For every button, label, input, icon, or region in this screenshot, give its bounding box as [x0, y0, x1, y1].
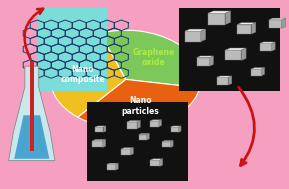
- Polygon shape: [150, 160, 160, 166]
- Polygon shape: [131, 148, 134, 155]
- Polygon shape: [241, 48, 246, 60]
- Polygon shape: [197, 58, 210, 66]
- Polygon shape: [147, 133, 149, 140]
- Polygon shape: [162, 141, 173, 142]
- Polygon shape: [127, 122, 137, 129]
- Polygon shape: [95, 126, 106, 127]
- Polygon shape: [159, 120, 162, 127]
- Polygon shape: [272, 42, 275, 51]
- Polygon shape: [197, 56, 213, 58]
- Bar: [179, 8, 280, 91]
- Polygon shape: [262, 68, 264, 76]
- Polygon shape: [150, 159, 163, 160]
- Polygon shape: [251, 68, 264, 69]
- Text: Nano
composite: Nano composite: [60, 65, 105, 84]
- Polygon shape: [210, 56, 213, 66]
- Polygon shape: [171, 126, 181, 127]
- Polygon shape: [137, 121, 140, 129]
- Wedge shape: [78, 79, 200, 129]
- Polygon shape: [139, 135, 147, 140]
- Polygon shape: [95, 127, 103, 132]
- Bar: [38, 8, 107, 91]
- Polygon shape: [162, 142, 171, 147]
- Polygon shape: [208, 11, 231, 13]
- Polygon shape: [103, 126, 106, 132]
- Wedge shape: [100, 30, 201, 88]
- Polygon shape: [217, 76, 232, 77]
- Polygon shape: [260, 42, 275, 43]
- Polygon shape: [107, 164, 116, 170]
- Polygon shape: [185, 29, 205, 31]
- Bar: [87, 102, 188, 181]
- Wedge shape: [51, 33, 126, 117]
- Polygon shape: [228, 76, 232, 85]
- Polygon shape: [171, 127, 179, 132]
- Polygon shape: [150, 120, 162, 121]
- Polygon shape: [201, 29, 205, 42]
- Polygon shape: [217, 77, 228, 85]
- Polygon shape: [160, 159, 163, 166]
- Polygon shape: [237, 25, 251, 34]
- Polygon shape: [269, 20, 282, 28]
- Polygon shape: [225, 11, 231, 25]
- Polygon shape: [127, 121, 140, 122]
- Polygon shape: [185, 31, 201, 42]
- Polygon shape: [107, 163, 118, 164]
- Polygon shape: [269, 18, 286, 20]
- Polygon shape: [179, 126, 181, 132]
- Polygon shape: [171, 141, 173, 147]
- Polygon shape: [139, 133, 149, 135]
- Text: Graphene
oxide: Graphene oxide: [133, 48, 175, 67]
- Polygon shape: [116, 163, 118, 170]
- Polygon shape: [121, 149, 131, 155]
- Polygon shape: [9, 66, 55, 161]
- Polygon shape: [92, 139, 105, 141]
- Polygon shape: [282, 18, 286, 28]
- Polygon shape: [251, 23, 256, 34]
- Polygon shape: [92, 141, 103, 147]
- Polygon shape: [225, 50, 241, 60]
- Polygon shape: [103, 139, 105, 147]
- Polygon shape: [208, 13, 225, 25]
- Bar: [30, 61, 34, 151]
- Polygon shape: [121, 148, 134, 149]
- Polygon shape: [150, 121, 159, 127]
- Polygon shape: [14, 115, 49, 159]
- Polygon shape: [225, 48, 246, 50]
- Text: Nano
particles: Nano particles: [122, 96, 160, 116]
- Polygon shape: [260, 43, 272, 51]
- Polygon shape: [237, 23, 256, 25]
- Polygon shape: [251, 69, 262, 76]
